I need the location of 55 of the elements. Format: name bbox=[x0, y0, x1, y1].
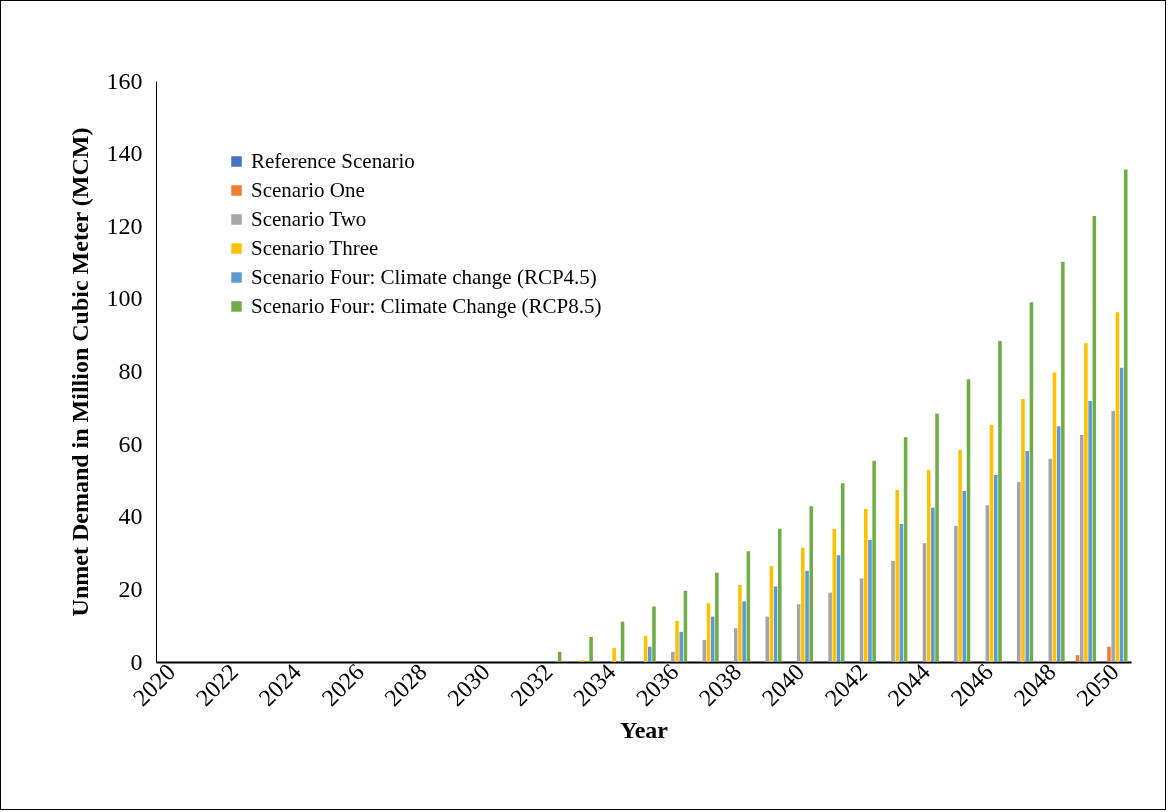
bar bbox=[1021, 399, 1025, 662]
legend-label: Scenario Four: Climate change (RCP4.5) bbox=[251, 264, 597, 289]
bar bbox=[589, 636, 593, 662]
y-tick-label: 40 bbox=[118, 503, 143, 530]
y-tick-label: 120 bbox=[106, 212, 143, 239]
bar bbox=[931, 507, 935, 662]
bar bbox=[809, 506, 814, 662]
bar bbox=[998, 341, 1002, 662]
bar bbox=[1107, 646, 1111, 662]
y-tick-label: 100 bbox=[106, 285, 143, 312]
bar bbox=[1061, 261, 1065, 662]
bar bbox=[765, 616, 769, 662]
bar bbox=[1017, 481, 1021, 662]
legend-label: Scenario Four: Climate Change (RCP8.5) bbox=[251, 293, 602, 318]
bar bbox=[895, 489, 899, 662]
bar bbox=[1111, 411, 1115, 662]
bar bbox=[648, 646, 652, 662]
bar bbox=[738, 585, 742, 662]
bar bbox=[958, 449, 962, 662]
bar bbox=[742, 601, 746, 662]
y-axis-title: Unmet Demand in Million Cubic Meter (MCM) bbox=[66, 127, 93, 617]
legend-label: Reference Scenario bbox=[251, 148, 415, 173]
bar bbox=[935, 413, 939, 662]
bar bbox=[1088, 400, 1092, 662]
bar bbox=[675, 620, 679, 662]
bar bbox=[872, 460, 876, 662]
bar bbox=[652, 606, 656, 662]
y-tick-label: 60 bbox=[118, 430, 143, 457]
bar bbox=[1123, 169, 1128, 662]
bar bbox=[1084, 343, 1088, 662]
bar bbox=[801, 547, 805, 662]
bar bbox=[679, 631, 684, 662]
bar bbox=[733, 628, 738, 662]
y-tick-label: 80 bbox=[118, 358, 143, 384]
bar bbox=[954, 525, 958, 662]
y-tick-label: 140 bbox=[106, 140, 143, 167]
y-tick-label: 160 bbox=[106, 67, 143, 94]
bar bbox=[868, 539, 872, 662]
bar bbox=[671, 651, 675, 662]
bar bbox=[993, 474, 998, 662]
bar bbox=[1048, 458, 1053, 662]
bar bbox=[612, 647, 616, 662]
x-axis-title: Year bbox=[620, 716, 669, 743]
bar bbox=[828, 592, 832, 662]
bar bbox=[891, 561, 895, 662]
bar bbox=[805, 570, 809, 662]
legend-label: Scenario One bbox=[251, 177, 365, 202]
legend-label: Scenario Three bbox=[251, 235, 379, 260]
legend-label: Scenario Two bbox=[251, 206, 367, 231]
y-tick-label: 20 bbox=[118, 575, 143, 602]
bar bbox=[778, 528, 782, 662]
bar bbox=[1025, 451, 1029, 662]
bar bbox=[1079, 435, 1084, 662]
bar bbox=[715, 572, 719, 662]
bar bbox=[863, 509, 868, 662]
